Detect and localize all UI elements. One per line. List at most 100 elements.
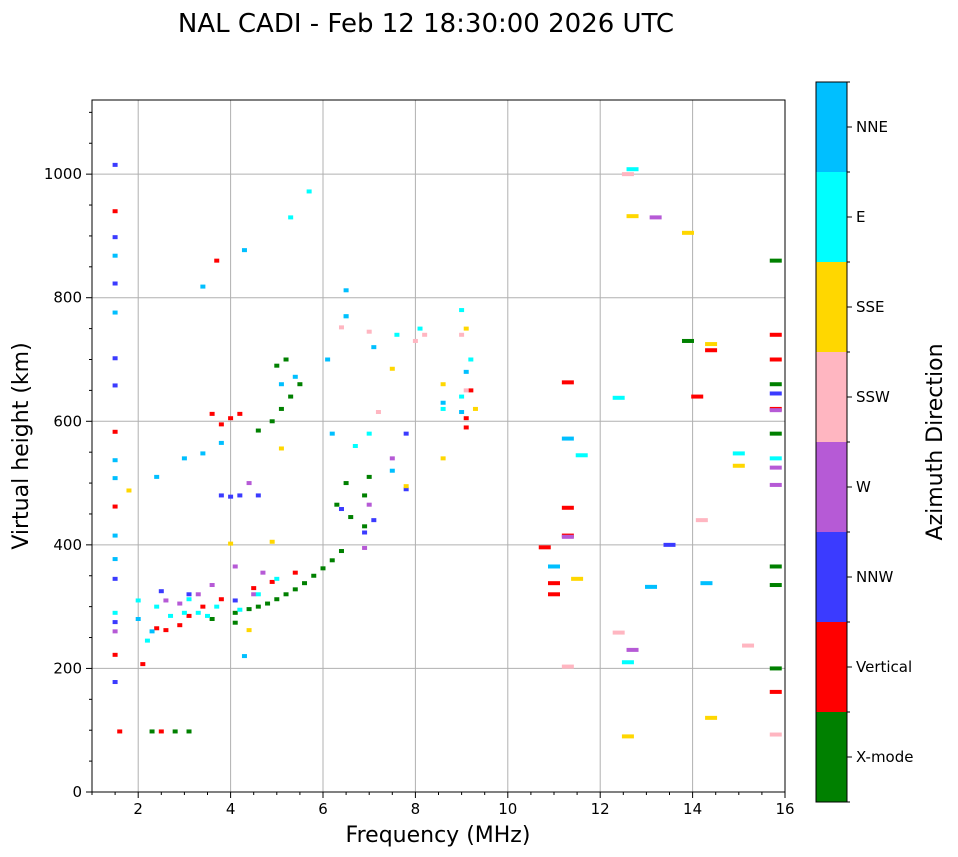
data-point: [154, 626, 160, 631]
data-point: [112, 383, 118, 388]
data-point: [274, 597, 280, 602]
data-point: [112, 310, 118, 315]
data-point: [769, 482, 782, 487]
data-point: [283, 357, 289, 362]
data-point: [177, 601, 183, 606]
data-point: [575, 453, 588, 458]
data-point: [463, 369, 469, 374]
data-point: [705, 342, 718, 347]
x-axis-label: Frequency (MHz): [346, 823, 531, 848]
colorbar-tick-label: NNW: [856, 568, 893, 586]
data-point: [472, 406, 478, 411]
data-point: [403, 484, 409, 489]
data-point: [371, 518, 377, 523]
data-point: [366, 474, 372, 479]
data-point: [440, 400, 446, 405]
data-point: [255, 428, 261, 433]
data-point: [112, 557, 118, 562]
data-point: [297, 382, 303, 387]
x-tick-label: 14: [683, 800, 702, 818]
data-point: [232, 598, 238, 603]
data-point: [571, 576, 584, 581]
data-point: [214, 604, 220, 609]
data-point: [343, 288, 349, 293]
data-point: [645, 584, 658, 589]
data-point: [209, 583, 215, 588]
data-point: [168, 613, 174, 618]
data-point: [112, 235, 118, 240]
colorbar-tick-label: W: [856, 478, 871, 496]
data-point: [325, 357, 331, 362]
y-tick-label: 800: [53, 289, 82, 307]
data-point: [375, 410, 381, 415]
data-point: [320, 566, 326, 571]
data-point: [403, 431, 409, 436]
colorbar-tick-label: E: [856, 208, 865, 226]
data-point: [186, 597, 192, 602]
data-point: [548, 592, 560, 597]
data-point: [732, 463, 745, 468]
data-point: [626, 647, 639, 652]
data-point: [362, 524, 368, 529]
colorbar-tick-label: NNE: [856, 118, 888, 136]
x-tick-label: 16: [775, 800, 794, 818]
data-point: [144, 638, 150, 643]
data-point: [232, 620, 238, 625]
colorbar-tick-label: Vertical: [856, 658, 912, 676]
data-point: [371, 345, 377, 350]
data-point: [705, 348, 718, 353]
data-point: [269, 579, 275, 584]
data-point: [228, 416, 234, 421]
data-point: [274, 576, 280, 581]
data-point: [186, 592, 192, 597]
data-point: [649, 215, 662, 220]
data-point: [769, 382, 782, 387]
data-point: [241, 248, 247, 253]
data-point: [218, 493, 224, 498]
data-point: [705, 715, 718, 720]
data-point: [403, 487, 409, 492]
data-point: [269, 419, 275, 424]
data-point: [362, 545, 368, 550]
colorbar-segment: [816, 262, 847, 352]
colorbar: X-mode Vertical NNW W SSW SSE E NNE: [815, 81, 913, 803]
data-point: [769, 258, 782, 263]
data-point: [237, 493, 243, 498]
data-point: [769, 431, 782, 436]
data-point: [626, 167, 639, 172]
data-point: [288, 394, 294, 399]
data-point: [181, 610, 187, 615]
data-point: [538, 545, 551, 550]
data-point: [112, 458, 118, 463]
data-point: [172, 729, 178, 734]
x-tick-label: 8: [411, 800, 421, 818]
data-point: [209, 617, 215, 621]
data-point: [459, 410, 465, 415]
data-point: [181, 456, 187, 461]
data-point: [135, 617, 141, 621]
data-point: [681, 338, 694, 343]
data-point: [463, 388, 469, 393]
data-point: [732, 451, 745, 456]
data-point: [348, 515, 354, 520]
data-point: [468, 388, 474, 393]
data-point: [366, 431, 372, 436]
colorbar-tick-label: SSE: [856, 298, 885, 316]
colorbar-frame: [815, 81, 848, 803]
data-point: [394, 332, 400, 337]
data-point: [200, 604, 206, 609]
data-point: [112, 610, 118, 615]
data-point: [334, 502, 340, 507]
data-point: [246, 628, 252, 633]
data-point: [260, 570, 266, 575]
data-point: [186, 613, 192, 618]
data-point: [621, 172, 634, 177]
data-point: [251, 592, 257, 597]
series-nnw: [112, 162, 782, 685]
data-point: [269, 539, 275, 544]
data-point: [149, 729, 155, 734]
data-point: [218, 440, 224, 445]
data-point: [149, 629, 155, 634]
data-point: [126, 488, 132, 493]
